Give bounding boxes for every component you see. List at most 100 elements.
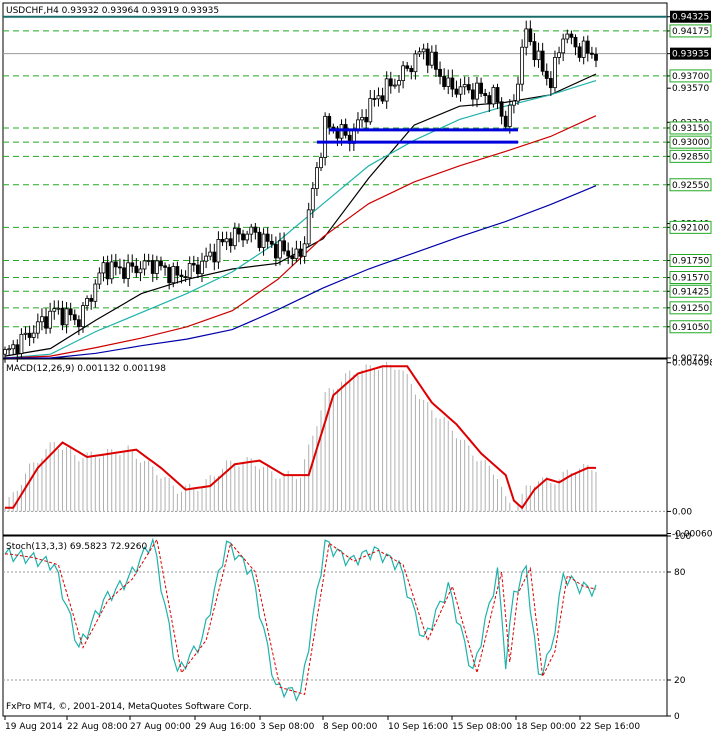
- candle-body: [191, 263, 196, 266]
- candle-body: [175, 266, 180, 276]
- candle: [520, 39, 525, 92]
- candle: [413, 50, 418, 80]
- macd-title: MACD(12,26,9) 0.001132 0.001198: [6, 364, 166, 374]
- candle-body: [85, 297, 89, 306]
- candle: [585, 35, 590, 62]
- candle: [3, 346, 7, 363]
- candle-body: [56, 307, 61, 310]
- candle: [536, 42, 541, 68]
- macd-axis: 0.004098 0.00 -0.000609: [667, 359, 712, 540]
- candle: [232, 222, 237, 250]
- candle-body: [315, 167, 319, 189]
- candle: [44, 308, 48, 335]
- candle: [319, 152, 323, 172]
- time-tick-label: 27 Aug 00:00: [130, 722, 191, 732]
- candle-body: [3, 349, 7, 355]
- candle-body: [454, 88, 459, 95]
- candle-body: [253, 226, 258, 233]
- candle-body: [548, 78, 553, 89]
- candle-body: [372, 98, 377, 100]
- candle-body: [142, 260, 147, 270]
- candle: [81, 302, 85, 333]
- candle-body: [384, 78, 389, 102]
- candle: [89, 294, 94, 310]
- candle-body: [11, 344, 16, 350]
- candle: [286, 242, 291, 265]
- price-panel: USDCHF,H4 0.93932 0.93964 0.93919 0.9393…: [2, 2, 668, 363]
- candle-body: [216, 238, 221, 263]
- candle: [72, 309, 77, 325]
- candle: [52, 300, 57, 320]
- candle: [421, 43, 426, 60]
- candle: [191, 255, 196, 272]
- price-tick-label: 0.91250: [672, 304, 709, 314]
- price-tick-label: 0.92550: [672, 181, 709, 191]
- candle: [15, 339, 20, 362]
- candle: [470, 83, 475, 107]
- candle-body: [261, 233, 266, 248]
- candle: [483, 88, 488, 103]
- candle: [93, 279, 98, 308]
- candle: [397, 75, 401, 93]
- candle: [249, 223, 254, 243]
- macd-tick-label: -0.000609: [672, 530, 712, 540]
- candle-body: [487, 95, 492, 105]
- candle: [257, 227, 262, 252]
- candle-body: [376, 95, 381, 100]
- price-label-box: [669, 149, 712, 163]
- candle-body: [31, 332, 36, 338]
- candle: [245, 230, 250, 244]
- candle-body: [540, 50, 545, 72]
- candle: [179, 269, 184, 284]
- candle: [212, 243, 217, 271]
- candle-body: [429, 51, 434, 66]
- candle-body: [138, 268, 143, 274]
- candle-body: [44, 316, 48, 329]
- time-tick-label: 3 Sep 08:00: [260, 722, 315, 732]
- candle: [118, 258, 122, 275]
- candle: [479, 77, 483, 98]
- price-label-box: [669, 301, 712, 315]
- price-label-box: [669, 69, 712, 83]
- candle: [548, 71, 553, 96]
- candle-body: [282, 240, 286, 252]
- symbol-header: USDCHF,H4 0.93932 0.93964 0.93919 0.9393…: [6, 6, 219, 16]
- candle: [376, 87, 381, 107]
- candle: [323, 112, 328, 166]
- candle-body: [212, 251, 217, 263]
- candle-body: [40, 316, 44, 323]
- candle-body: [278, 240, 282, 259]
- time-tick-label: 22 Sep 16:00: [580, 722, 640, 732]
- candle-body: [577, 46, 582, 58]
- price-label-box: [669, 24, 712, 38]
- candle-body: [512, 100, 516, 106]
- candle-body: [302, 243, 307, 257]
- candle-body: [479, 82, 483, 94]
- candle-body: [360, 117, 364, 121]
- candle-body: [187, 263, 192, 278]
- candle-body: [491, 87, 496, 105]
- candle: [310, 182, 315, 218]
- time-tick-label: 22 Aug 08:00: [67, 722, 128, 732]
- candle: [429, 45, 434, 69]
- candle: [290, 247, 295, 267]
- candle-body: [589, 52, 594, 55]
- candle: [544, 63, 549, 86]
- candle: [134, 258, 139, 278]
- candle-body: [438, 68, 442, 77]
- candle-body: [413, 53, 418, 73]
- candle: [253, 222, 258, 240]
- candle-body: [528, 28, 533, 42]
- candle: [462, 76, 467, 95]
- candle-body: [97, 272, 102, 285]
- candle: [228, 232, 233, 253]
- candle-body: [569, 33, 574, 38]
- candle-body: [290, 255, 295, 260]
- candle: [475, 76, 479, 108]
- candle-body: [425, 48, 430, 66]
- candle-body: [516, 83, 520, 102]
- support-lines: [316, 128, 519, 144]
- candle: [237, 223, 241, 243]
- candle-body: [462, 84, 467, 88]
- price-label-box: [670, 47, 711, 60]
